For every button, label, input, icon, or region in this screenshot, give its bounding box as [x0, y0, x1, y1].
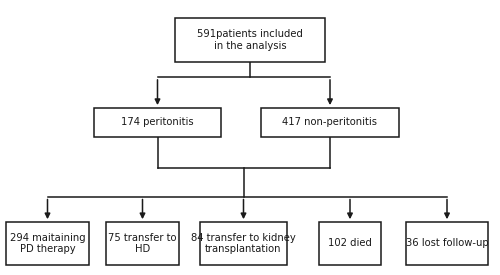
FancyBboxPatch shape — [406, 222, 488, 265]
Text: 174 peritonitis: 174 peritonitis — [121, 117, 194, 127]
Text: 294 maitaining
PD therapy: 294 maitaining PD therapy — [10, 233, 86, 254]
Text: 36 lost follow-up: 36 lost follow-up — [406, 238, 488, 248]
FancyBboxPatch shape — [261, 108, 399, 137]
FancyBboxPatch shape — [6, 222, 89, 265]
Text: 417 non-peritonitis: 417 non-peritonitis — [282, 117, 378, 127]
Text: 102 died: 102 died — [328, 238, 372, 248]
FancyBboxPatch shape — [106, 222, 178, 265]
FancyBboxPatch shape — [94, 108, 221, 137]
Text: 591patients included
in the analysis: 591patients included in the analysis — [197, 29, 303, 51]
FancyBboxPatch shape — [319, 222, 382, 265]
Text: 84 transfer to kidney
transplantation: 84 transfer to kidney transplantation — [191, 233, 296, 254]
FancyBboxPatch shape — [200, 222, 287, 265]
FancyBboxPatch shape — [175, 18, 325, 62]
Text: 75 transfer to
HD: 75 transfer to HD — [108, 233, 177, 254]
